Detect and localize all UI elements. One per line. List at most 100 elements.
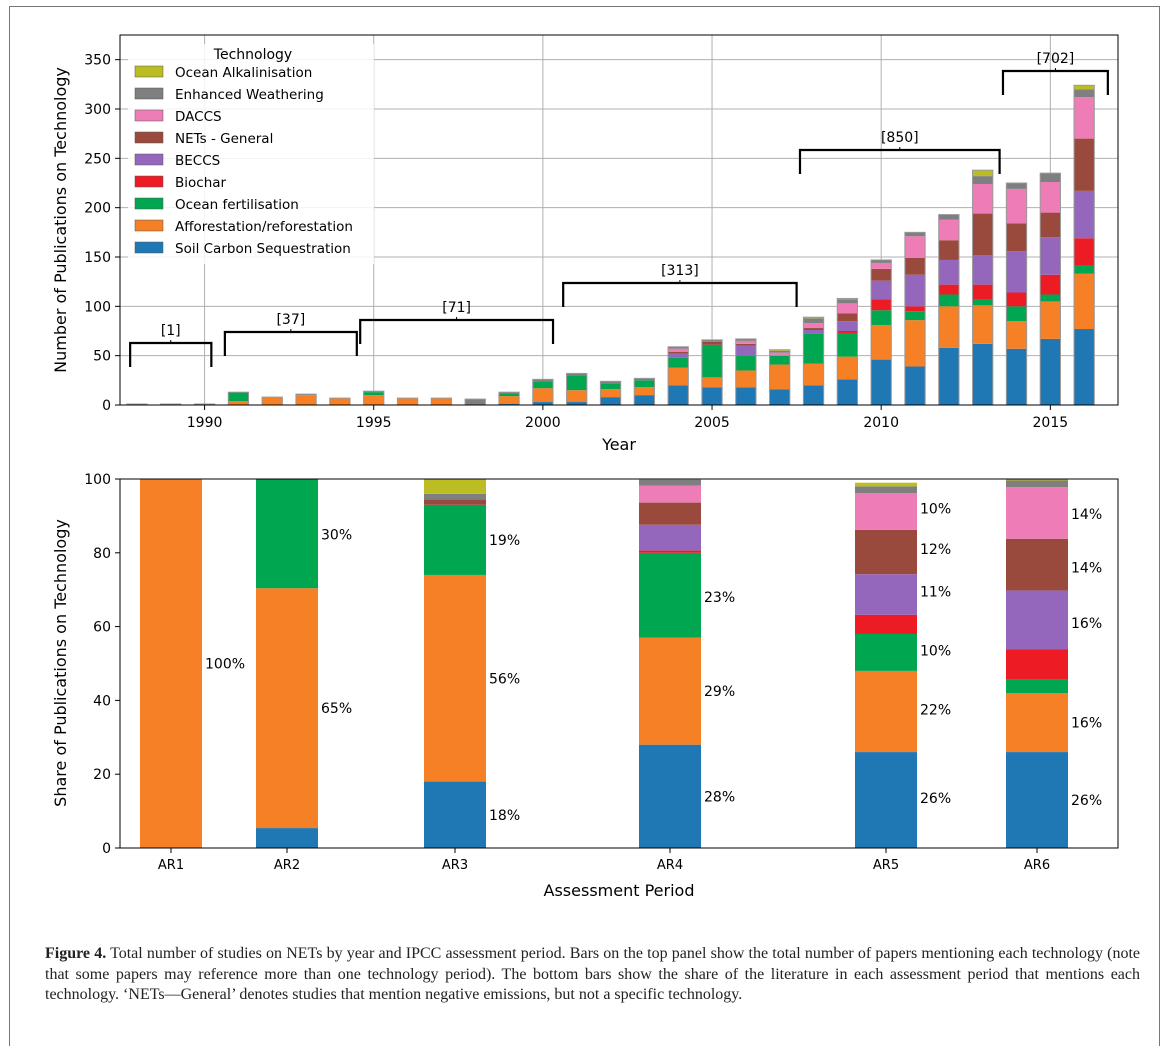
- top-bar-segment: [1040, 212, 1061, 238]
- top-bar-segment: [904, 306, 926, 312]
- bottom-bar-segment: [1006, 479, 1068, 481]
- top-bar-segment: [498, 393, 520, 397]
- bottom-y-axis: 0 20 40 60 80 100: [84, 472, 120, 857]
- top-bar-segment: [1006, 183, 1027, 189]
- top-bar-segment: [1040, 274, 1061, 295]
- top-bar-segment: [1006, 348, 1027, 405]
- top-bar-segment: [938, 259, 959, 285]
- top-bar-segment: [363, 395, 384, 405]
- top-bar-segment: [769, 350, 790, 353]
- top-bar-segment: [803, 318, 824, 324]
- top-bar-segment: [837, 379, 858, 405]
- top-bar-segment: [1040, 294, 1061, 302]
- top-bracket-label: [71]: [442, 300, 471, 316]
- top-bar-segment: [803, 323, 824, 329]
- top-bar-segment: [566, 402, 587, 405]
- top-bar-segment: [532, 402, 554, 405]
- bottom-bar-segment: [855, 493, 917, 530]
- top-bar-segment: [600, 383, 621, 390]
- top-bar-segment: [938, 306, 959, 348]
- top-bar-segment: [735, 355, 757, 371]
- top-bar-segment: [871, 262, 892, 269]
- top-y-tick-label: 150: [84, 250, 111, 266]
- top-bar-segment: [701, 341, 723, 345]
- bottom-bar-segment: [1006, 679, 1068, 694]
- top-y-tick-label: 200: [84, 201, 111, 217]
- bottom-bar-segment: [1006, 590, 1068, 650]
- top-y-tick-label: 250: [84, 151, 111, 167]
- top-bracket-label: [37]: [276, 312, 305, 328]
- bottom-bar-segment: [639, 744, 701, 848]
- top-y-tick-label: 100: [84, 299, 111, 315]
- top-bar-segment: [972, 255, 993, 285]
- bottom-percent-label: 30%: [321, 527, 352, 543]
- top-bar-segment: [363, 392, 384, 396]
- top-panel: [1] [37] [71] [313] [850] [702] 0 50 100 150 200 2…: [51, 34, 1119, 454]
- bottom-percent-label: 26%: [1071, 793, 1102, 809]
- bottom-percent-label: 10%: [920, 644, 951, 660]
- bottom-y-tick-label: 0: [102, 841, 111, 857]
- bottom-plot-border: [119, 478, 1119, 849]
- bottom-y-tick-label: 40: [93, 693, 111, 709]
- top-x-axis: 1990 1995 2000 2005 2010 2015: [187, 405, 1068, 431]
- bottom-bar-segment: [639, 485, 701, 503]
- top-y-tick-label: 350: [84, 53, 111, 69]
- bottom-percent-label: 10%: [920, 502, 951, 518]
- caption-text: Total number of studies on NETs by year …: [45, 945, 1141, 1003]
- top-bar-segment: [769, 389, 790, 405]
- top-bar-segment: [1040, 173, 1061, 183]
- bottom-bar-segment: [1006, 487, 1068, 539]
- top-bracket-label: [313]: [661, 263, 699, 279]
- top-bar-segment: [837, 331, 858, 333]
- figure-frame: [9, 6, 1160, 1046]
- bottom-percent-label: 56%: [489, 671, 520, 687]
- legend-label: Biochar: [175, 175, 227, 191]
- bottom-bar-segment: [1006, 649, 1068, 680]
- legend-background: [128, 44, 374, 264]
- top-bar-segment: [228, 401, 249, 405]
- bottom-percent-label: 22%: [920, 703, 951, 719]
- top-bracket-label: [1]: [161, 323, 181, 339]
- legend-swatch: [134, 65, 164, 78]
- top-x-axis-label: Year: [601, 435, 636, 454]
- top-y-tick-label: 0: [102, 398, 111, 414]
- legend-label: BECCS: [175, 153, 220, 169]
- top-bracket: [359, 318, 555, 344]
- top-bar-segment: [600, 397, 621, 405]
- top-bar-segment: [837, 321, 858, 331]
- bottom-bar-segment: [639, 479, 701, 486]
- legend-swatch: [134, 241, 164, 254]
- bottom-y-tick-label: 100: [84, 472, 111, 488]
- top-bar-segment: [972, 176, 993, 184]
- legend-label: Afforestation/reforestation: [175, 219, 353, 235]
- bottom-x-tick-label: AR2: [274, 858, 300, 873]
- bottom-bars: [140, 479, 1068, 848]
- bottom-percent-label: 29%: [704, 684, 735, 700]
- top-bar-segment: [295, 395, 317, 405]
- bottom-percent-label: 14%: [1071, 561, 1102, 577]
- bottom-percent-label: 100%: [205, 657, 245, 673]
- bottom-y-tick-label: 20: [93, 767, 111, 783]
- top-bar-segment: [972, 343, 993, 405]
- bottom-bar-segment: [256, 588, 318, 829]
- legend-title: Technology: [213, 47, 292, 63]
- top-bar-segment: [735, 340, 757, 344]
- bottom-bar-segment: [424, 574, 486, 782]
- top-bar-segment: [769, 364, 790, 390]
- top-bar-segment: [972, 213, 993, 256]
- top-bar-segment: [701, 339, 723, 342]
- top-bracket: [562, 281, 798, 307]
- top-bar-segment: [904, 311, 926, 321]
- top-bracket: [798, 148, 1001, 174]
- top-bar-segment: [735, 343, 757, 346]
- top-bar-segment: [1074, 329, 1095, 405]
- top-bar-segment: [1074, 85, 1095, 90]
- top-bar-segment: [871, 359, 892, 405]
- bottom-bar-segment: [855, 752, 917, 848]
- top-bar-segment: [465, 399, 486, 405]
- top-bar-segment: [1040, 338, 1061, 405]
- top-bracket-label: [850]: [881, 130, 919, 146]
- top-bar-segment: [735, 345, 757, 356]
- bottom-percent-label: 16%: [1071, 716, 1102, 732]
- bottom-percent-label: 26%: [920, 791, 951, 807]
